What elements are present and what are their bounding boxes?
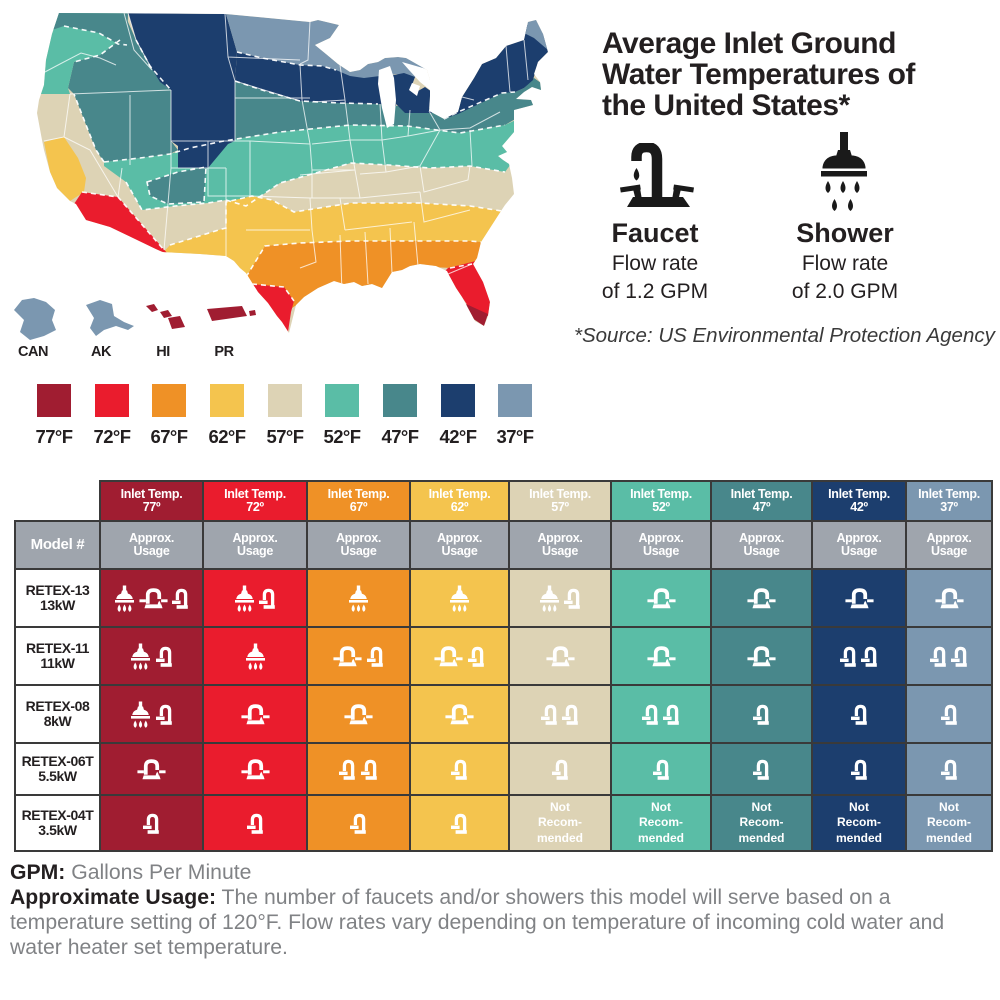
svg-text:CAN: CAN bbox=[18, 344, 48, 360]
svg-text:HI: HI bbox=[156, 344, 170, 360]
svg-text:AK: AK bbox=[91, 344, 112, 360]
svg-text:PR: PR bbox=[214, 344, 234, 360]
